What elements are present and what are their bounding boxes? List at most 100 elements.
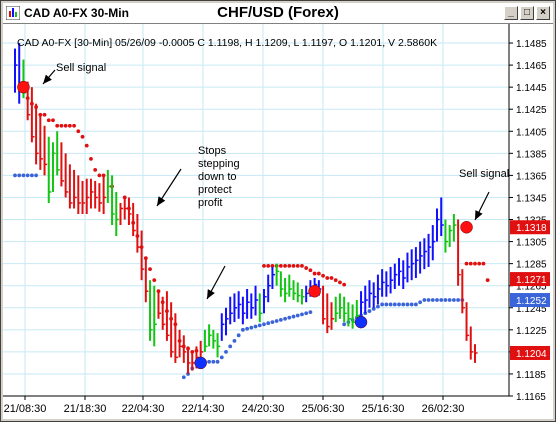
buy-signal-marker: [194, 356, 207, 370]
stop-dot: [51, 118, 55, 123]
restore-button[interactable]: □: [520, 6, 534, 20]
stop-dot: [295, 313, 300, 318]
stop-dot: [21, 173, 26, 178]
price-tick-label: 1.1425: [516, 105, 547, 116]
stop-dot: [262, 322, 266, 327]
close-button[interactable]: ×: [536, 6, 550, 20]
annotation-arrowhead: [475, 210, 483, 220]
time-tick-label: 22/04:30: [122, 403, 165, 415]
time-tick-label: 22/14:30: [182, 403, 225, 415]
stop-dot: [418, 300, 423, 305]
price-badge: [510, 293, 550, 308]
stop-dot: [464, 261, 469, 266]
stop-dot: [397, 302, 401, 307]
stop-dot: [253, 324, 258, 329]
stop-dot: [236, 333, 241, 338]
stop-dot: [207, 359, 212, 364]
stop-dot: [283, 263, 287, 268]
stop-dot: [240, 327, 245, 332]
stop-dot: [25, 173, 30, 178]
annotation-line: down to: [198, 171, 237, 183]
sell-signal-marker: [308, 284, 321, 298]
stop-dot: [249, 325, 254, 330]
price-tick-label: 1.1245: [516, 304, 547, 315]
stop-dot: [443, 298, 448, 302]
stop-dot: [342, 322, 347, 327]
stop-dot: [84, 143, 89, 148]
price-tick-label: 1.1385: [516, 149, 547, 160]
stop-dot: [283, 316, 287, 321]
stop-dot: [342, 282, 347, 287]
stop-dot: [371, 306, 376, 311]
stop-dot: [312, 271, 317, 276]
time-tick-label: 26/02:30: [422, 403, 465, 415]
stop-dot: [211, 359, 216, 364]
stop-dot: [473, 261, 477, 266]
stop-dot: [67, 123, 72, 128]
title-bar[interactable]: CAD A0-FX 30-Min CHF/USD (Forex) _ □ ×: [3, 3, 553, 24]
price-tick-label: 1.1225: [516, 326, 547, 337]
stop-dot: [55, 123, 60, 128]
price-tick-label: 1.1485: [516, 39, 547, 50]
price-badge: [510, 345, 550, 360]
price-tick-label: 1.1465: [516, 61, 547, 72]
stop-dot: [308, 268, 313, 273]
price-badge-label: 1.1318: [516, 223, 547, 234]
stop-dot: [42, 112, 47, 117]
stop-dot: [29, 173, 34, 178]
price-tick-label: 1.1165: [516, 392, 546, 403]
stop-dot: [232, 338, 237, 343]
annotation-line: protect: [198, 184, 232, 196]
price-badge: [510, 220, 550, 235]
stop-dot: [367, 309, 372, 313]
stop-dot: [219, 355, 224, 360]
stop-dot: [308, 310, 313, 315]
sell-signal-marker: [460, 220, 473, 234]
stop-dot: [316, 271, 321, 276]
stop-dot: [228, 344, 233, 349]
stop-dot: [63, 123, 68, 128]
stop-dot: [257, 323, 262, 328]
stop-dot: [13, 173, 17, 178]
price-tick-label: 1.1405: [516, 127, 547, 138]
stop-dot: [300, 263, 304, 268]
stop-dot: [34, 173, 38, 178]
stop-dot: [224, 349, 228, 354]
annotation-arrows: [42, 69, 490, 300]
price-chart[interactable]: CAD A0-FX [30-Min] 05/26/09 -0.0005 C 1.…: [3, 24, 553, 419]
annotation-line: Sell signal: [459, 168, 509, 180]
stop-dot: [338, 280, 342, 285]
time-tick-label: 24/20:30: [242, 403, 285, 415]
stop-dot: [148, 267, 152, 272]
buy-signal-marker: [354, 315, 368, 329]
stop-dot: [76, 129, 81, 134]
stop-dot: [266, 263, 271, 268]
stop-dot: [291, 263, 296, 268]
stop-dot: [72, 123, 76, 128]
time-tick-label: 25/16:30: [362, 403, 405, 415]
price-tick-label: 1.1445: [516, 83, 547, 94]
stop-dot: [181, 375, 186, 380]
stop-dot: [287, 263, 292, 268]
stop-dot: [300, 312, 304, 317]
stop-dot: [329, 276, 334, 280]
stop-dot: [291, 314, 296, 319]
stop-dot: [447, 298, 452, 302]
annotation-arrowhead: [43, 74, 52, 84]
stop-dot: [409, 302, 414, 307]
stop-dot: [17, 173, 22, 178]
stop-dot: [278, 317, 283, 322]
minimize-button[interactable]: _: [504, 6, 518, 20]
stop-dot: [388, 302, 393, 307]
price-badge: [510, 272, 550, 287]
price-badge-label: 1.1204: [516, 349, 547, 360]
stop-dot: [485, 278, 490, 283]
signal-markers: [17, 80, 473, 370]
annotation-stops-stepping: Stops stepping down to protect profit: [198, 145, 240, 209]
annotation-line: profit: [198, 197, 222, 209]
stop-dot: [245, 326, 250, 331]
price-tick-label: 1.1285: [516, 260, 547, 271]
price-tick-label: 1.1345: [516, 193, 547, 204]
stop-dot: [451, 298, 456, 302]
